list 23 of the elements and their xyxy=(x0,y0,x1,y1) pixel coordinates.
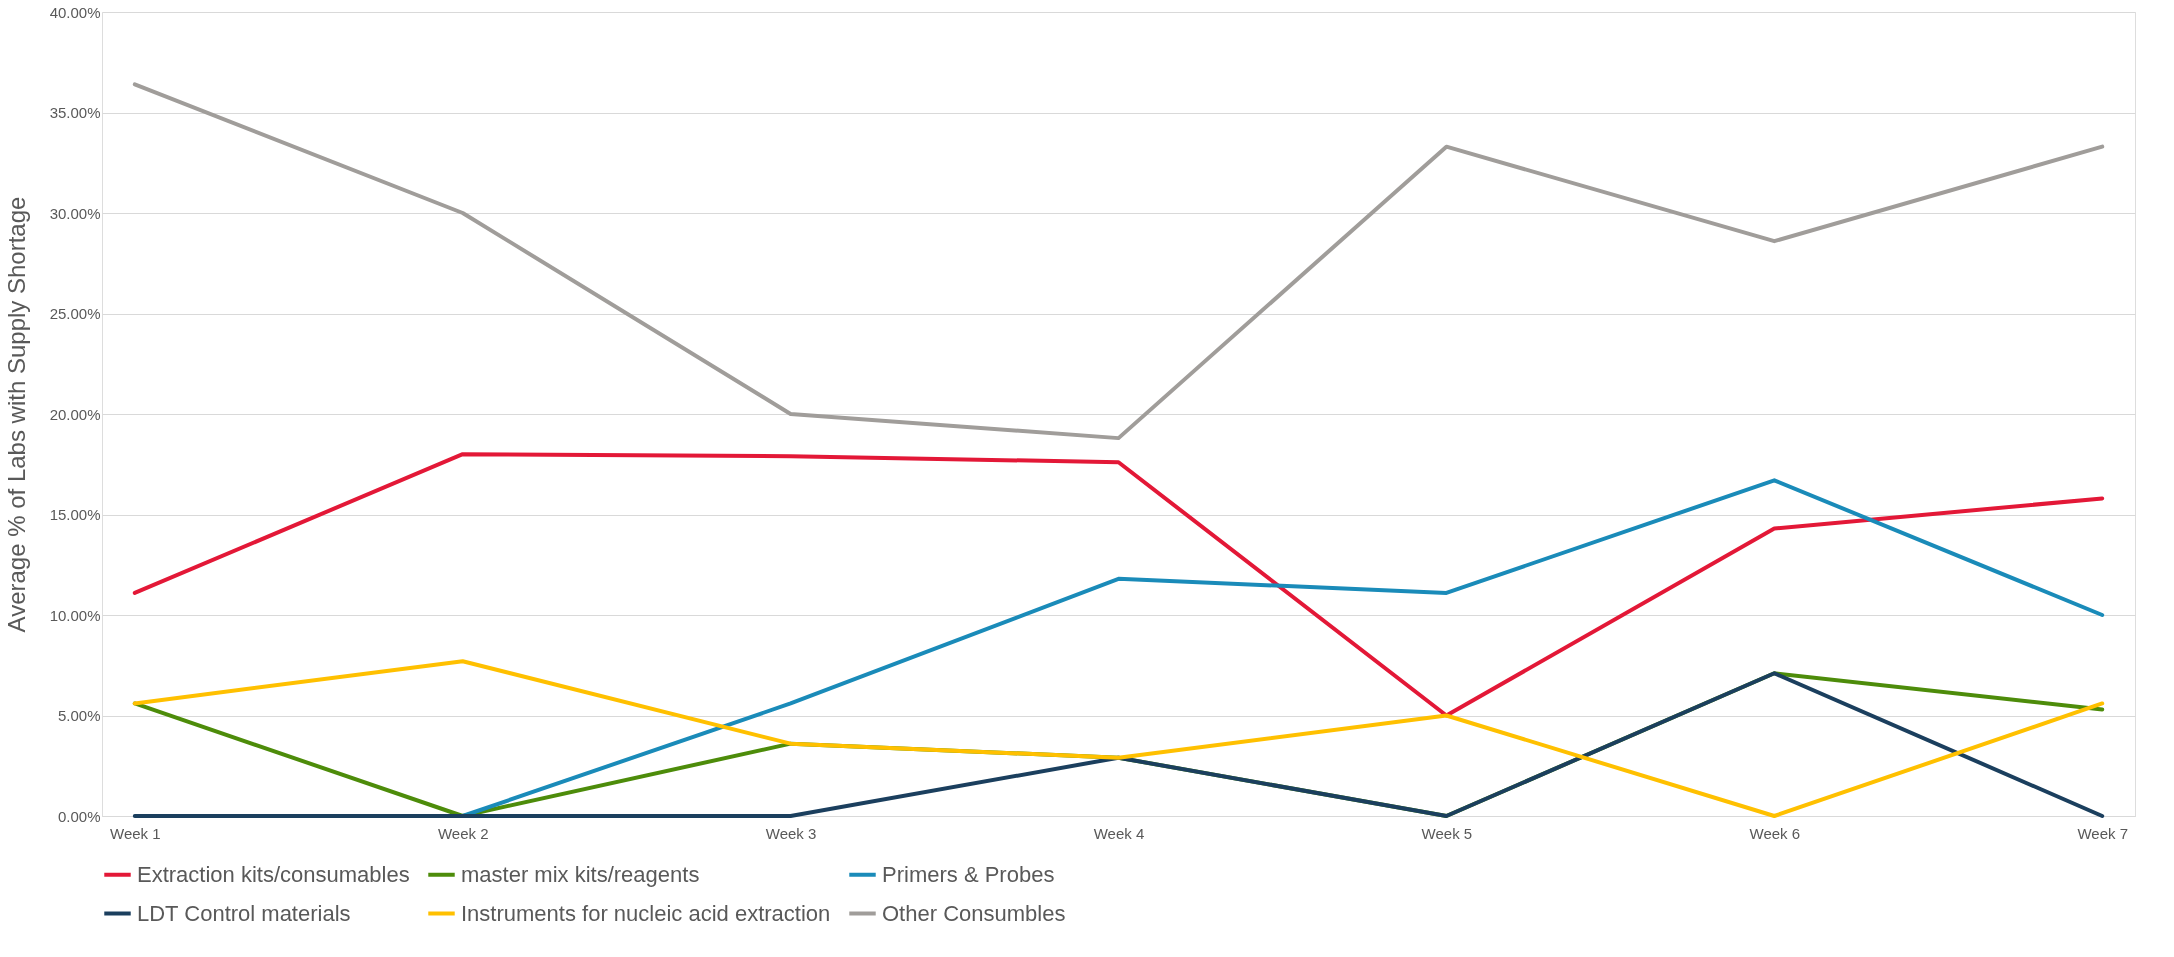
legend-label: master mix kits/reagents xyxy=(461,861,700,887)
x-tick-label: Week 6 xyxy=(1749,824,1801,842)
y-tick-label: 10.00% xyxy=(49,606,101,624)
legend-label: Other Consumbles xyxy=(882,900,1066,926)
legend-label: Primers & Probes xyxy=(882,861,1055,887)
x-tick-label: Week 5 xyxy=(1421,824,1473,842)
legend-label: LDT Control materials xyxy=(137,900,351,926)
y-tick-label: 0.00% xyxy=(57,807,101,825)
y-tick-label: 40.00% xyxy=(49,3,101,21)
legend-label: Instruments for nucleic acid extraction xyxy=(461,900,831,926)
y-tick-label: 20.00% xyxy=(49,405,101,423)
y-tick-label: 15.00% xyxy=(49,506,101,523)
x-tick-label: Week 3 xyxy=(765,824,817,842)
y-tick-label: 25.00% xyxy=(49,305,101,322)
legend-label: Extraction kits/consumables xyxy=(137,861,410,887)
x-tick-label: Week 1 xyxy=(109,824,161,842)
x-tick-label: Week 2 xyxy=(437,824,489,842)
y-tick-label: 35.00% xyxy=(49,104,101,121)
y-axis-title: Average % of Labs with Supply Shortage xyxy=(2,196,30,633)
y-tick-label: 30.00% xyxy=(49,204,101,222)
x-tick-label: Week 7 xyxy=(2077,824,2129,842)
x-tick-label: Week 4 xyxy=(1093,824,1145,842)
y-tick-label: 5.00% xyxy=(57,707,101,724)
